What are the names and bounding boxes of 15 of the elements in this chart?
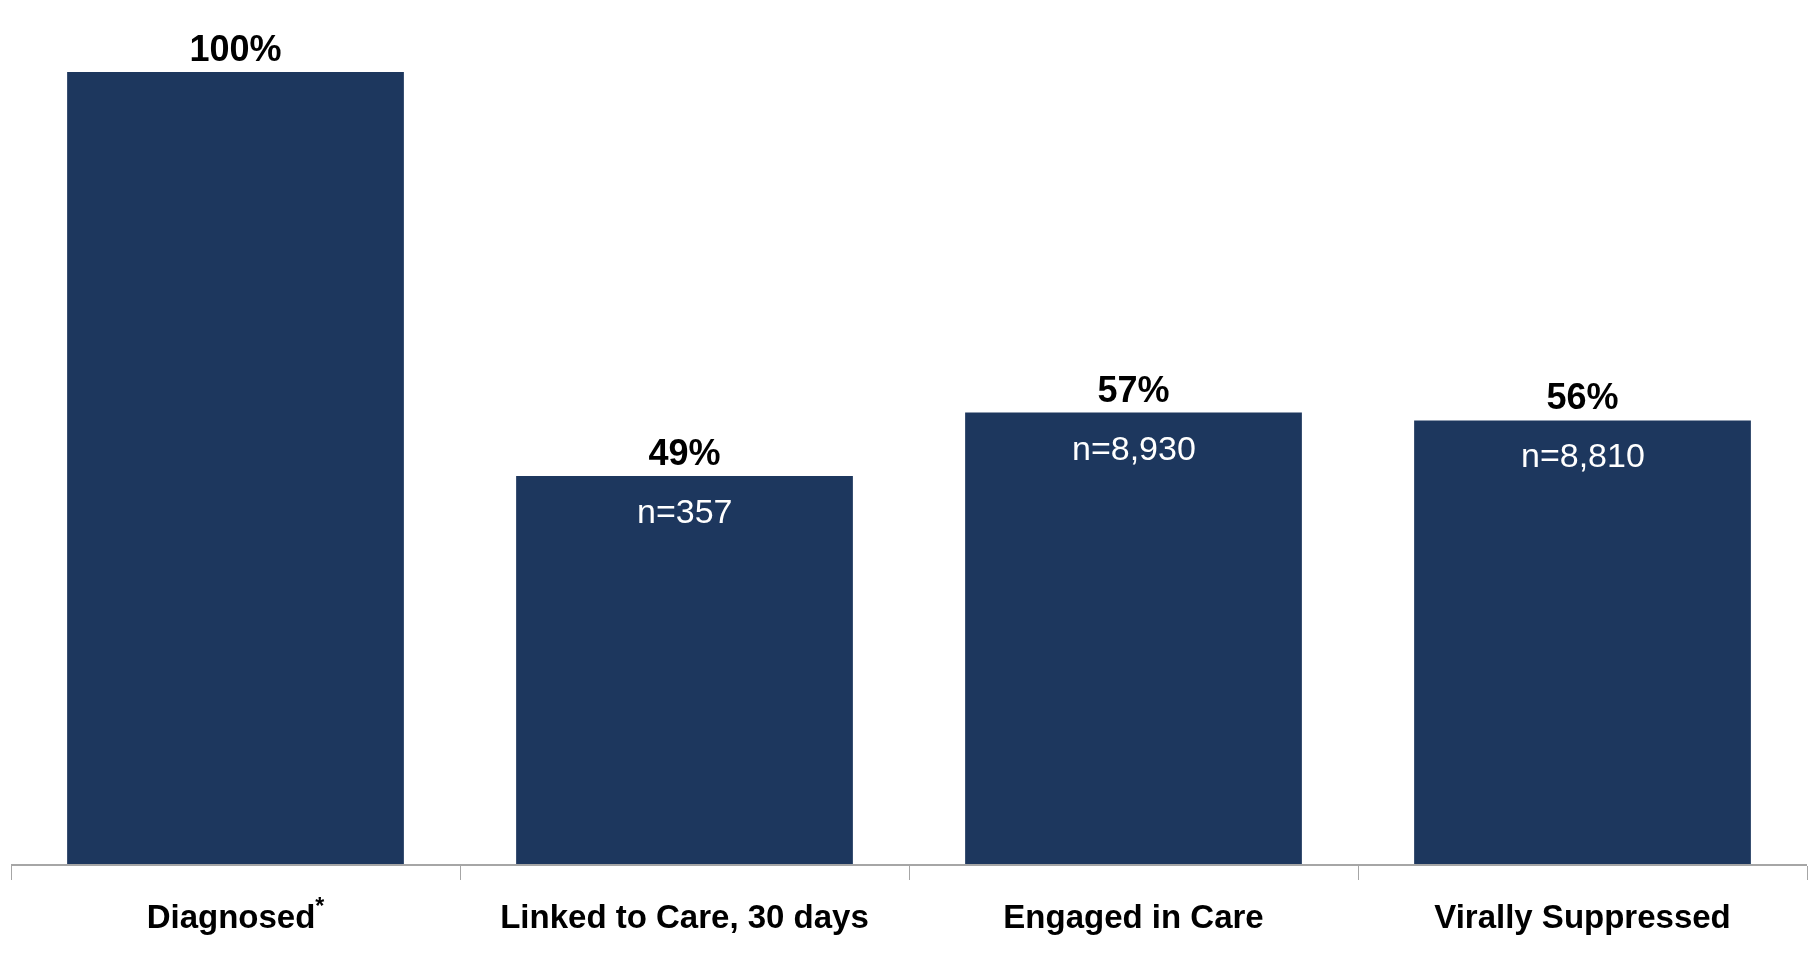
bar — [67, 72, 404, 864]
data-label: 56% — [1546, 376, 1619, 418]
x-tick-label: Linked to Care, 30 days — [500, 897, 869, 935]
data-label: 49% — [648, 431, 721, 473]
x-tick-label: Engaged in Care — [1003, 897, 1264, 935]
x-tick-label: Virally Suppressed — [1434, 897, 1731, 935]
x-tick-label: Diagnosed$^{*}$ — [146, 892, 325, 935]
annotation: n=8,930 — [1072, 429, 1196, 467]
data-label: 100% — [189, 28, 282, 69]
bar — [965, 412, 1302, 864]
annotation: n=8,810 — [1521, 436, 1645, 474]
bar — [516, 475, 853, 864]
data-label: 57% — [1097, 368, 1170, 410]
annotation: n=357 — [637, 492, 733, 530]
bar — [1414, 420, 1751, 864]
